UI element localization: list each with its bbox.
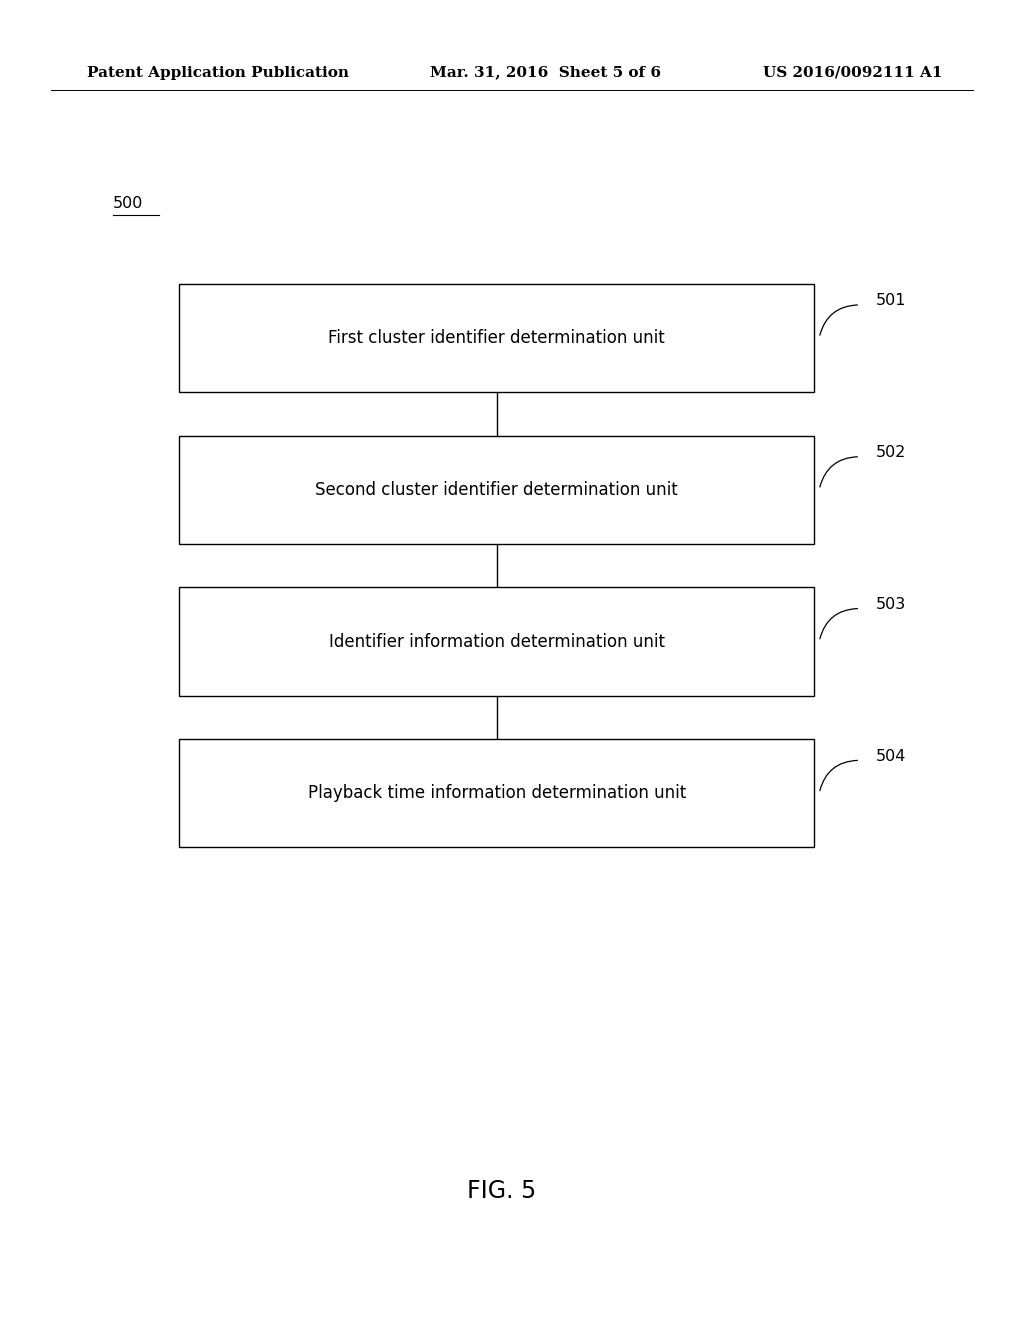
Text: Playback time information determination unit: Playback time information determination … xyxy=(307,784,686,803)
Text: 503: 503 xyxy=(876,597,906,612)
Bar xyxy=(179,284,814,392)
Text: 504: 504 xyxy=(876,748,906,764)
Text: 502: 502 xyxy=(876,445,906,461)
Bar xyxy=(179,587,814,696)
Text: FIG. 5: FIG. 5 xyxy=(467,1179,537,1203)
Text: Mar. 31, 2016  Sheet 5 of 6: Mar. 31, 2016 Sheet 5 of 6 xyxy=(430,66,662,79)
Text: Second cluster identifier determination unit: Second cluster identifier determination … xyxy=(315,480,678,499)
Bar xyxy=(179,436,814,544)
Text: Identifier information determination unit: Identifier information determination uni… xyxy=(329,632,665,651)
Text: 501: 501 xyxy=(876,293,906,309)
Bar xyxy=(179,739,814,847)
Text: First cluster identifier determination unit: First cluster identifier determination u… xyxy=(329,329,665,347)
Text: US 2016/0092111 A1: US 2016/0092111 A1 xyxy=(763,66,942,79)
Text: 500: 500 xyxy=(113,197,143,211)
Text: Patent Application Publication: Patent Application Publication xyxy=(87,66,349,79)
